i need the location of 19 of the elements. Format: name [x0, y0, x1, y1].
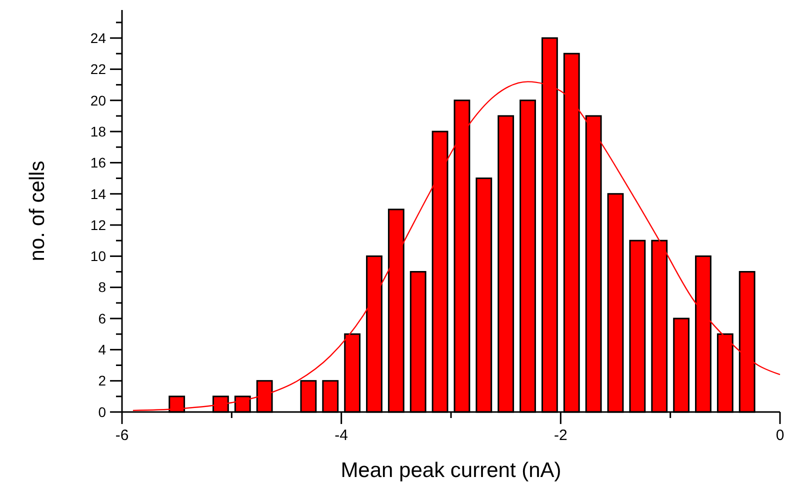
y-tick-label: 0 [98, 404, 106, 420]
x-tick-label: -6 [115, 427, 129, 444]
x-tick-label: -4 [334, 427, 348, 444]
y-tick-label: 22 [90, 61, 106, 78]
y-tick-label: 14 [90, 186, 106, 202]
x-tick-label: -2 [554, 427, 568, 444]
y-tick-label: 2 [98, 372, 106, 389]
x-axis-title: Mean peak current (nA) [340, 459, 562, 482]
y-tick-label: 24 [90, 30, 106, 46]
y-axis-title: no. of cells [26, 160, 49, 262]
y-tick-label: 8 [98, 279, 106, 296]
y-tick-label: 10 [90, 248, 106, 264]
y-tick-label: 6 [98, 310, 106, 326]
y-tick-label: 12 [90, 216, 106, 233]
y-tick-label: 20 [90, 92, 106, 108]
y-tick-label: 16 [90, 154, 106, 171]
y-tick-label: 18 [90, 123, 106, 140]
y-tick-label: 4 [98, 342, 106, 358]
x-tick-label: 0 [776, 427, 784, 444]
